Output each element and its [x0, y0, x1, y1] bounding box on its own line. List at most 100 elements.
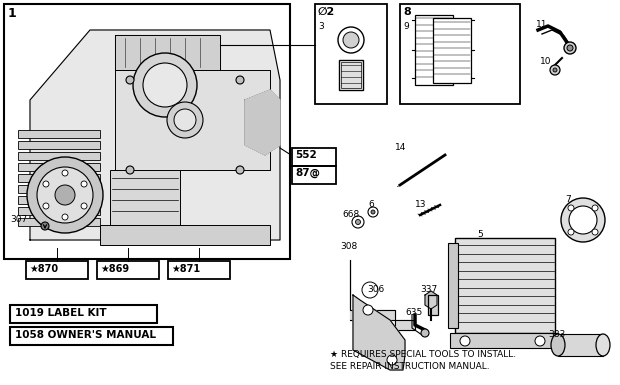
Text: 9: 9: [403, 22, 409, 31]
Bar: [100, 225, 270, 245]
Circle shape: [167, 102, 203, 138]
Polygon shape: [425, 291, 437, 309]
Bar: [400, 4, 520, 104]
Circle shape: [81, 181, 87, 187]
Text: 11: 11: [536, 20, 547, 29]
Ellipse shape: [596, 334, 610, 356]
Bar: [428, 295, 438, 315]
Bar: [455, 238, 555, 333]
Bar: [18, 152, 100, 160]
Text: 383: 383: [548, 330, 565, 339]
Circle shape: [236, 76, 244, 84]
Circle shape: [592, 205, 598, 211]
Circle shape: [43, 181, 49, 187]
Circle shape: [81, 203, 87, 209]
Text: 6: 6: [368, 200, 374, 209]
Circle shape: [363, 305, 373, 315]
Text: 5: 5: [477, 230, 483, 239]
Polygon shape: [245, 90, 280, 155]
Bar: [292, 166, 336, 184]
Text: ★869: ★869: [100, 264, 129, 274]
Text: 10: 10: [540, 57, 552, 66]
Text: 552: 552: [295, 150, 317, 160]
Circle shape: [355, 219, 360, 224]
Circle shape: [37, 167, 93, 223]
Text: 635: 635: [405, 308, 422, 317]
Circle shape: [43, 203, 49, 209]
Circle shape: [55, 185, 75, 205]
Bar: [97, 261, 159, 279]
Text: ∅2: ∅2: [318, 7, 335, 17]
Bar: [450, 333, 558, 348]
Bar: [415, 15, 453, 85]
Circle shape: [352, 216, 364, 228]
Text: 1058 OWNER'S MANUAL: 1058 OWNER'S MANUAL: [15, 330, 156, 340]
Bar: [341, 62, 361, 88]
Circle shape: [592, 229, 598, 235]
Circle shape: [568, 229, 574, 235]
Polygon shape: [30, 30, 280, 240]
Bar: [242, 80, 254, 170]
Text: SEE REPAIR INSTRUCTION MANUAL.: SEE REPAIR INSTRUCTION MANUAL.: [330, 362, 490, 371]
Circle shape: [553, 68, 557, 72]
Text: 7: 7: [565, 195, 571, 204]
Text: 3: 3: [318, 22, 324, 31]
Text: ★ REQUIRES SPECIAL TOOLS TO INSTALL.: ★ REQUIRES SPECIAL TOOLS TO INSTALL.: [330, 350, 516, 359]
Circle shape: [174, 109, 196, 131]
Bar: [210, 80, 222, 170]
Circle shape: [550, 65, 560, 75]
Bar: [26, 261, 88, 279]
Circle shape: [133, 53, 197, 117]
Bar: [18, 174, 100, 182]
Text: 87@: 87@: [295, 168, 320, 178]
Bar: [18, 163, 100, 171]
Circle shape: [126, 76, 134, 84]
Polygon shape: [350, 260, 415, 330]
Bar: [315, 4, 387, 104]
Polygon shape: [353, 295, 405, 370]
Bar: [448, 243, 458, 328]
Bar: [558, 334, 603, 356]
Circle shape: [126, 166, 134, 174]
Text: 14: 14: [395, 143, 406, 152]
Text: ★871: ★871: [171, 264, 200, 274]
Bar: [110, 170, 180, 225]
Bar: [339, 60, 363, 90]
Bar: [18, 207, 100, 215]
Bar: [18, 141, 100, 149]
Bar: [168, 261, 230, 279]
Circle shape: [41, 222, 49, 230]
Bar: [18, 130, 100, 138]
Ellipse shape: [551, 334, 565, 356]
Text: 306: 306: [367, 285, 384, 294]
Circle shape: [143, 63, 187, 107]
Circle shape: [27, 157, 103, 233]
Bar: [4, 4, 290, 259]
Text: 668: 668: [342, 210, 359, 219]
Circle shape: [535, 336, 545, 346]
Circle shape: [421, 329, 429, 337]
Circle shape: [338, 27, 364, 53]
Bar: [226, 80, 238, 170]
Circle shape: [567, 45, 573, 51]
Bar: [115, 70, 270, 170]
Bar: [10, 327, 173, 345]
Bar: [292, 148, 336, 166]
Bar: [10, 305, 157, 323]
Circle shape: [368, 207, 378, 217]
Text: 1019 LABEL KIT: 1019 LABEL KIT: [15, 308, 107, 318]
Circle shape: [362, 282, 378, 298]
Circle shape: [568, 205, 574, 211]
Circle shape: [460, 336, 470, 346]
Circle shape: [371, 210, 375, 214]
Bar: [18, 196, 100, 204]
Circle shape: [62, 214, 68, 220]
Text: 8: 8: [403, 7, 410, 17]
Circle shape: [569, 206, 597, 234]
Circle shape: [561, 198, 605, 242]
Bar: [433, 18, 471, 83]
Text: 337: 337: [420, 285, 437, 294]
Bar: [258, 80, 270, 170]
Bar: [18, 218, 100, 226]
Bar: [18, 185, 100, 193]
